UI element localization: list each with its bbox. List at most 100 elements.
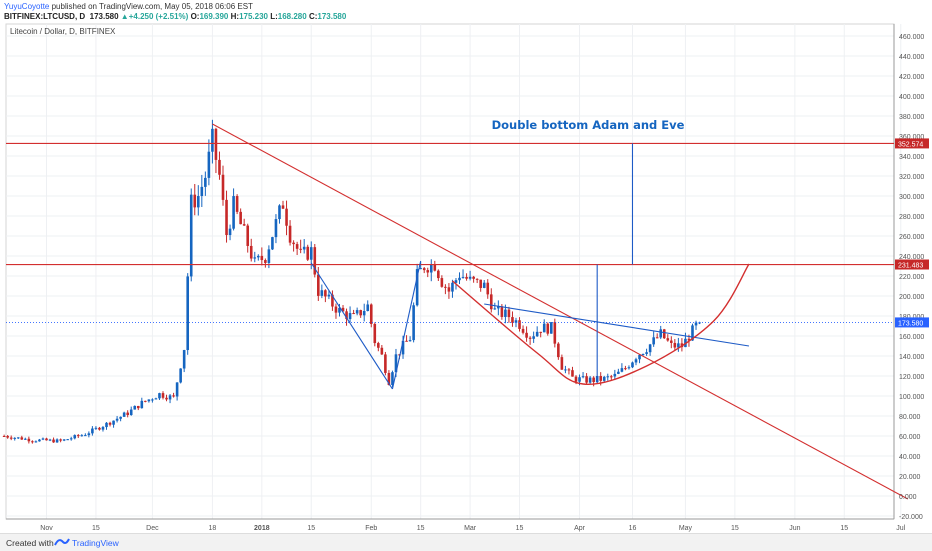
price-tick-label: 380.000 bbox=[899, 114, 924, 121]
candle-body bbox=[401, 340, 405, 355]
candle-body bbox=[645, 352, 648, 354]
price-tick-label: 220.000 bbox=[899, 274, 924, 281]
candle-body bbox=[429, 264, 433, 273]
price-chart[interactable]: -20.000 0.000 20.000 40.000 60.000 80.000 100.… bbox=[0, 0, 932, 533]
candle-body bbox=[564, 369, 567, 371]
candle-body bbox=[31, 441, 34, 443]
candle-body bbox=[369, 304, 373, 324]
candle-body bbox=[638, 354, 641, 360]
candle-body bbox=[218, 159, 221, 175]
candle-body bbox=[437, 270, 440, 279]
candle-body bbox=[620, 368, 624, 372]
tradingview-logo-icon bbox=[54, 538, 70, 546]
candle-body bbox=[66, 439, 69, 441]
candle-body bbox=[129, 409, 133, 416]
symbol-description: Litecoin / Dollar, D, BITFINEX bbox=[10, 27, 116, 36]
candle-body bbox=[196, 196, 200, 208]
time-tick-label: 15 bbox=[731, 525, 739, 532]
time-tick-label: 15 bbox=[516, 525, 524, 532]
candle-body bbox=[281, 205, 285, 209]
low-value: 168.280 bbox=[277, 12, 307, 21]
candle-body bbox=[59, 439, 62, 441]
candle-body bbox=[444, 286, 447, 288]
candle-body bbox=[691, 325, 694, 341]
candle-body bbox=[578, 377, 581, 382]
candle-body bbox=[479, 279, 482, 288]
candle-body bbox=[532, 336, 535, 339]
candle-body bbox=[574, 376, 578, 382]
candle-body bbox=[207, 151, 211, 178]
candle-body bbox=[497, 306, 500, 309]
adam-pattern-left bbox=[310, 262, 393, 390]
candle-body bbox=[408, 340, 412, 342]
price-tick-label: 460.000 bbox=[899, 34, 924, 41]
candle-body bbox=[602, 376, 606, 381]
price-tick-label: 140.000 bbox=[899, 354, 924, 361]
candle-body bbox=[447, 287, 451, 292]
candle-body bbox=[415, 269, 419, 306]
tradingview-brand[interactable]: TradingView bbox=[72, 538, 119, 548]
candle-body bbox=[288, 225, 292, 243]
candle-body bbox=[94, 427, 98, 429]
price-tag-label: 173.580 bbox=[898, 320, 923, 327]
price-tick-label: 440.000 bbox=[899, 54, 924, 61]
price-tags: 352.574 231.483 173.580 bbox=[895, 138, 929, 328]
candle-body bbox=[324, 290, 327, 297]
candle-body bbox=[221, 174, 225, 200]
candle-body bbox=[627, 367, 631, 369]
candle-body bbox=[154, 398, 158, 400]
candle-body bbox=[175, 382, 179, 397]
time-tick-label: Jun bbox=[789, 525, 800, 532]
candle-body bbox=[666, 338, 670, 341]
price-tick-label: 200.000 bbox=[899, 294, 924, 301]
candle-body bbox=[557, 343, 560, 358]
candle-body bbox=[2, 436, 6, 437]
high-label: H: bbox=[230, 12, 240, 21]
time-tick-label: Feb bbox=[365, 525, 377, 532]
candle-body bbox=[257, 255, 260, 258]
candle-body bbox=[634, 359, 638, 363]
price-tick-label: 60.000 bbox=[899, 434, 921, 441]
header-change: +4.250 (+2.51%) bbox=[128, 12, 189, 21]
price-tick-label: 40.000 bbox=[899, 454, 921, 461]
price-tick-label: 300.000 bbox=[899, 194, 924, 201]
candle-body bbox=[553, 322, 557, 344]
candle-body bbox=[55, 439, 59, 443]
candle-body bbox=[362, 311, 366, 316]
price-tag-label: 231.483 bbox=[898, 263, 923, 270]
candle-body bbox=[504, 309, 507, 317]
candle-body bbox=[16, 437, 20, 439]
candle-body bbox=[126, 412, 129, 416]
time-tick-label: 2018 bbox=[254, 525, 270, 532]
candle-body bbox=[214, 128, 218, 160]
candle-body bbox=[225, 199, 228, 236]
candle-body bbox=[133, 405, 137, 410]
candle-body bbox=[45, 438, 48, 441]
time-tick-label: 16 bbox=[629, 525, 637, 532]
candle-body bbox=[108, 422, 112, 425]
candle-body bbox=[493, 308, 497, 310]
candle-body bbox=[165, 397, 168, 400]
author-link[interactable]: YuyuCoyotte bbox=[4, 2, 50, 11]
candle-body bbox=[309, 247, 313, 260]
candle-body bbox=[500, 306, 504, 317]
candle-body bbox=[200, 186, 204, 197]
price-tick-label: 120.000 bbox=[899, 374, 924, 381]
price-tick-label: 160.000 bbox=[899, 334, 924, 341]
candle-body bbox=[433, 264, 437, 271]
candle-body bbox=[260, 255, 264, 261]
candle-body bbox=[306, 246, 310, 260]
candle-body bbox=[193, 194, 197, 208]
close-value: 173.580 bbox=[317, 12, 347, 21]
candle-body bbox=[182, 350, 186, 369]
candle-body bbox=[20, 437, 24, 440]
candle-body bbox=[348, 313, 352, 320]
candle-body bbox=[355, 310, 359, 314]
candle-body bbox=[451, 282, 454, 292]
candle-body bbox=[412, 305, 415, 341]
candle-body bbox=[518, 320, 521, 329]
price-tick-label: 400.000 bbox=[899, 94, 924, 101]
candle-body bbox=[641, 353, 645, 355]
candle-body bbox=[313, 247, 317, 275]
candle-body bbox=[426, 270, 430, 273]
